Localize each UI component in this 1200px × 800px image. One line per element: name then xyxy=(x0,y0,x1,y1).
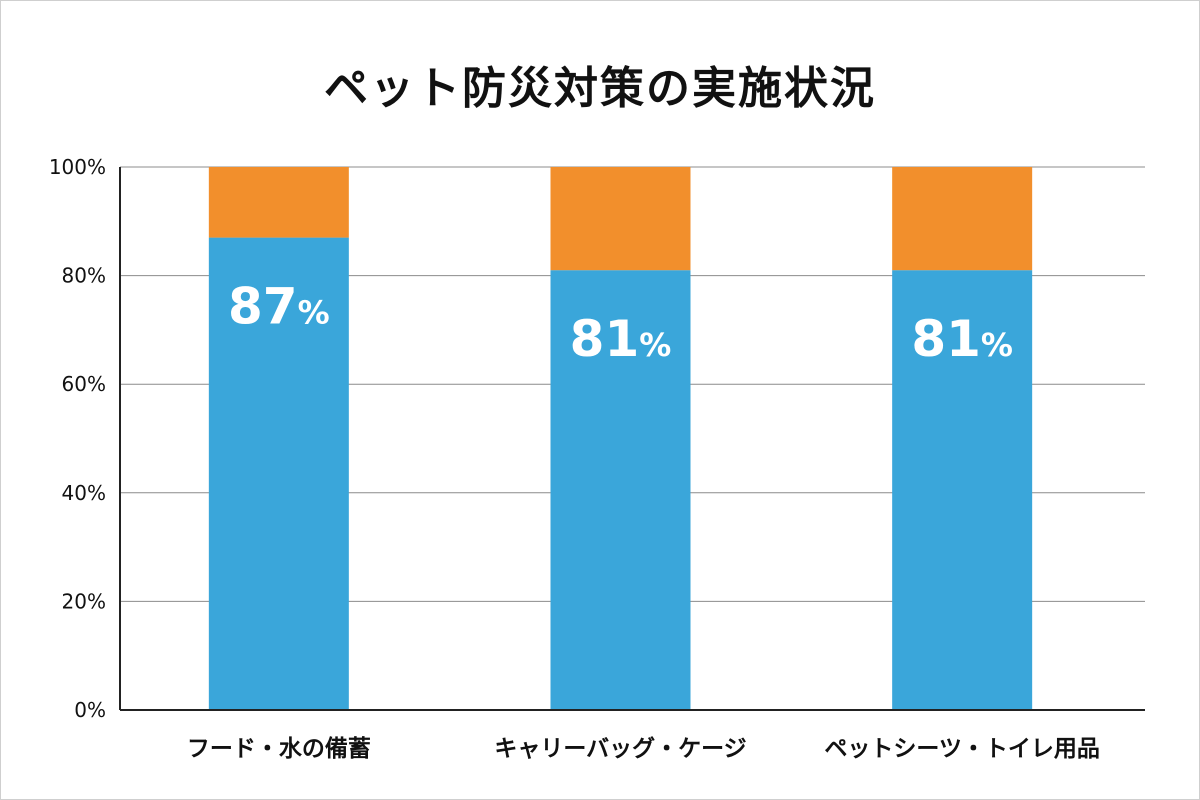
data-label: 87% xyxy=(228,278,330,336)
bar-segment-remainder xyxy=(550,167,691,271)
y-tick-label: 100% xyxy=(49,155,106,179)
y-tick-label: 20% xyxy=(62,589,106,613)
y-tick-label: 60% xyxy=(62,372,106,396)
x-category-label: キャリーバッグ・ケージ xyxy=(494,735,746,762)
bar-segment-primary xyxy=(208,237,349,710)
y-tick-label: 40% xyxy=(62,481,106,505)
y-tick-label: 0% xyxy=(74,698,106,722)
chart-title: ペット防災対策の実施状況 xyxy=(324,63,876,114)
data-label: 81% xyxy=(911,310,1013,368)
bar-segment-primary xyxy=(550,270,691,710)
data-label: 81% xyxy=(570,310,672,368)
bar-segment-primary xyxy=(892,270,1033,710)
x-category-label: ペットシーツ・トイレ用品 xyxy=(824,736,1100,762)
x-category-label: フード・水の備蓄 xyxy=(187,735,371,762)
bar-segment-remainder xyxy=(208,167,349,238)
bar-segment-remainder xyxy=(892,167,1033,271)
y-tick-label: 80% xyxy=(62,264,106,288)
